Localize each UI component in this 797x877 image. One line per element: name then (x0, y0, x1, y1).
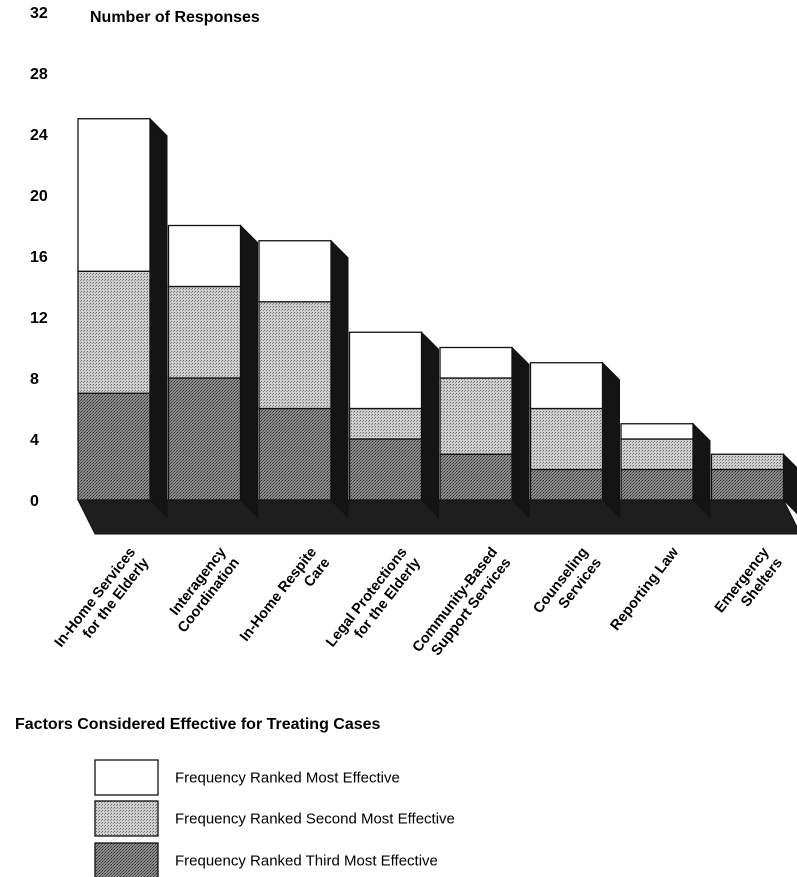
bar-segment (77, 392, 151, 501)
bar-segment (167, 377, 242, 501)
x-axis-title: Factors Considered Effective for Treatin… (15, 716, 381, 733)
category-label-line: In-Home Respite (237, 545, 320, 645)
category-label: Legal Protectionsfor the Elderly (323, 545, 424, 661)
bar-segment (348, 438, 423, 501)
bar-segment (77, 270, 151, 394)
bar-segment (439, 453, 513, 501)
bar-side-face (330, 239, 349, 519)
bar-stack (710, 453, 797, 515)
y-tick-label: 8 (30, 371, 39, 388)
legend-swatch (94, 759, 159, 796)
category-label: Community-BasedSupport Services (410, 545, 515, 666)
category-label: In-Home RespiteCare (237, 545, 333, 655)
bar-stack (348, 331, 439, 519)
y-tick-label: 4 (30, 432, 39, 449)
category-label: InteragencyCoordination (161, 545, 243, 636)
bar-stack (620, 422, 711, 519)
category-label: Reporting Law (608, 544, 683, 634)
bar-segment (620, 423, 694, 440)
bar-side-face (602, 361, 620, 519)
bar-segment (258, 301, 332, 410)
bar-segment (258, 407, 332, 501)
bar-stack (77, 117, 168, 519)
bar-segment (77, 118, 151, 272)
bar-segment (348, 407, 423, 440)
bar-stack (258, 239, 349, 519)
legend-label: Frequency Ranked Most Effective (175, 770, 400, 787)
bar-side-face (511, 346, 530, 519)
bar-segment (710, 468, 785, 501)
legend-label: Frequency Ranked Third Most Effective (175, 853, 438, 870)
category-labels: In-Home Servicesfor the Elderly Interagen… (52, 544, 786, 666)
bar-side-face (783, 453, 797, 515)
y-tick-label: 20 (30, 188, 48, 205)
y-tick-label: 12 (30, 310, 48, 327)
bar-side-face (240, 224, 258, 519)
bar-segment (258, 240, 332, 303)
y-axis-title: Number of Responses (90, 9, 260, 26)
bar-stack (439, 346, 530, 519)
bar-segment (348, 331, 423, 410)
bar-stack (167, 224, 258, 519)
legend-swatch (94, 842, 159, 877)
bar-segment (620, 438, 694, 471)
bar-side-face (149, 117, 168, 519)
legend-swatch (94, 800, 159, 837)
y-tick-label: 24 (30, 127, 48, 144)
bar-segment (620, 468, 694, 501)
bar-segment (710, 453, 785, 471)
bar-segment (529, 407, 604, 471)
legend: Frequency Ranked Most Effective Frequency… (94, 759, 455, 877)
legend-label: Frequency Ranked Second Most Effective (175, 811, 455, 828)
y-tick-label: 16 (30, 249, 48, 266)
category-label: EmergencyShelters (712, 545, 786, 627)
y-tick-label: 32 (30, 5, 48, 22)
y-axis: 0 4 8 12 16 20 24 28 32 (30, 5, 48, 510)
category-label-line: Reporting Law (608, 544, 683, 634)
category-label: CounselingServices (530, 545, 605, 628)
bar-segment (167, 224, 242, 288)
bar-segment (529, 362, 604, 410)
bar-segment (167, 285, 242, 379)
bar-side-face (692, 422, 711, 519)
y-tick-label: 28 (30, 66, 48, 83)
y-tick-label: 0 (30, 493, 39, 510)
bar-segment (439, 346, 513, 379)
bar-side-face (421, 331, 439, 519)
bar-segment (529, 468, 604, 501)
bar-stack (529, 361, 620, 519)
bars (77, 117, 797, 519)
bar-segment (439, 377, 513, 455)
category-label: In-Home Servicesfor the Elderly (52, 545, 153, 661)
